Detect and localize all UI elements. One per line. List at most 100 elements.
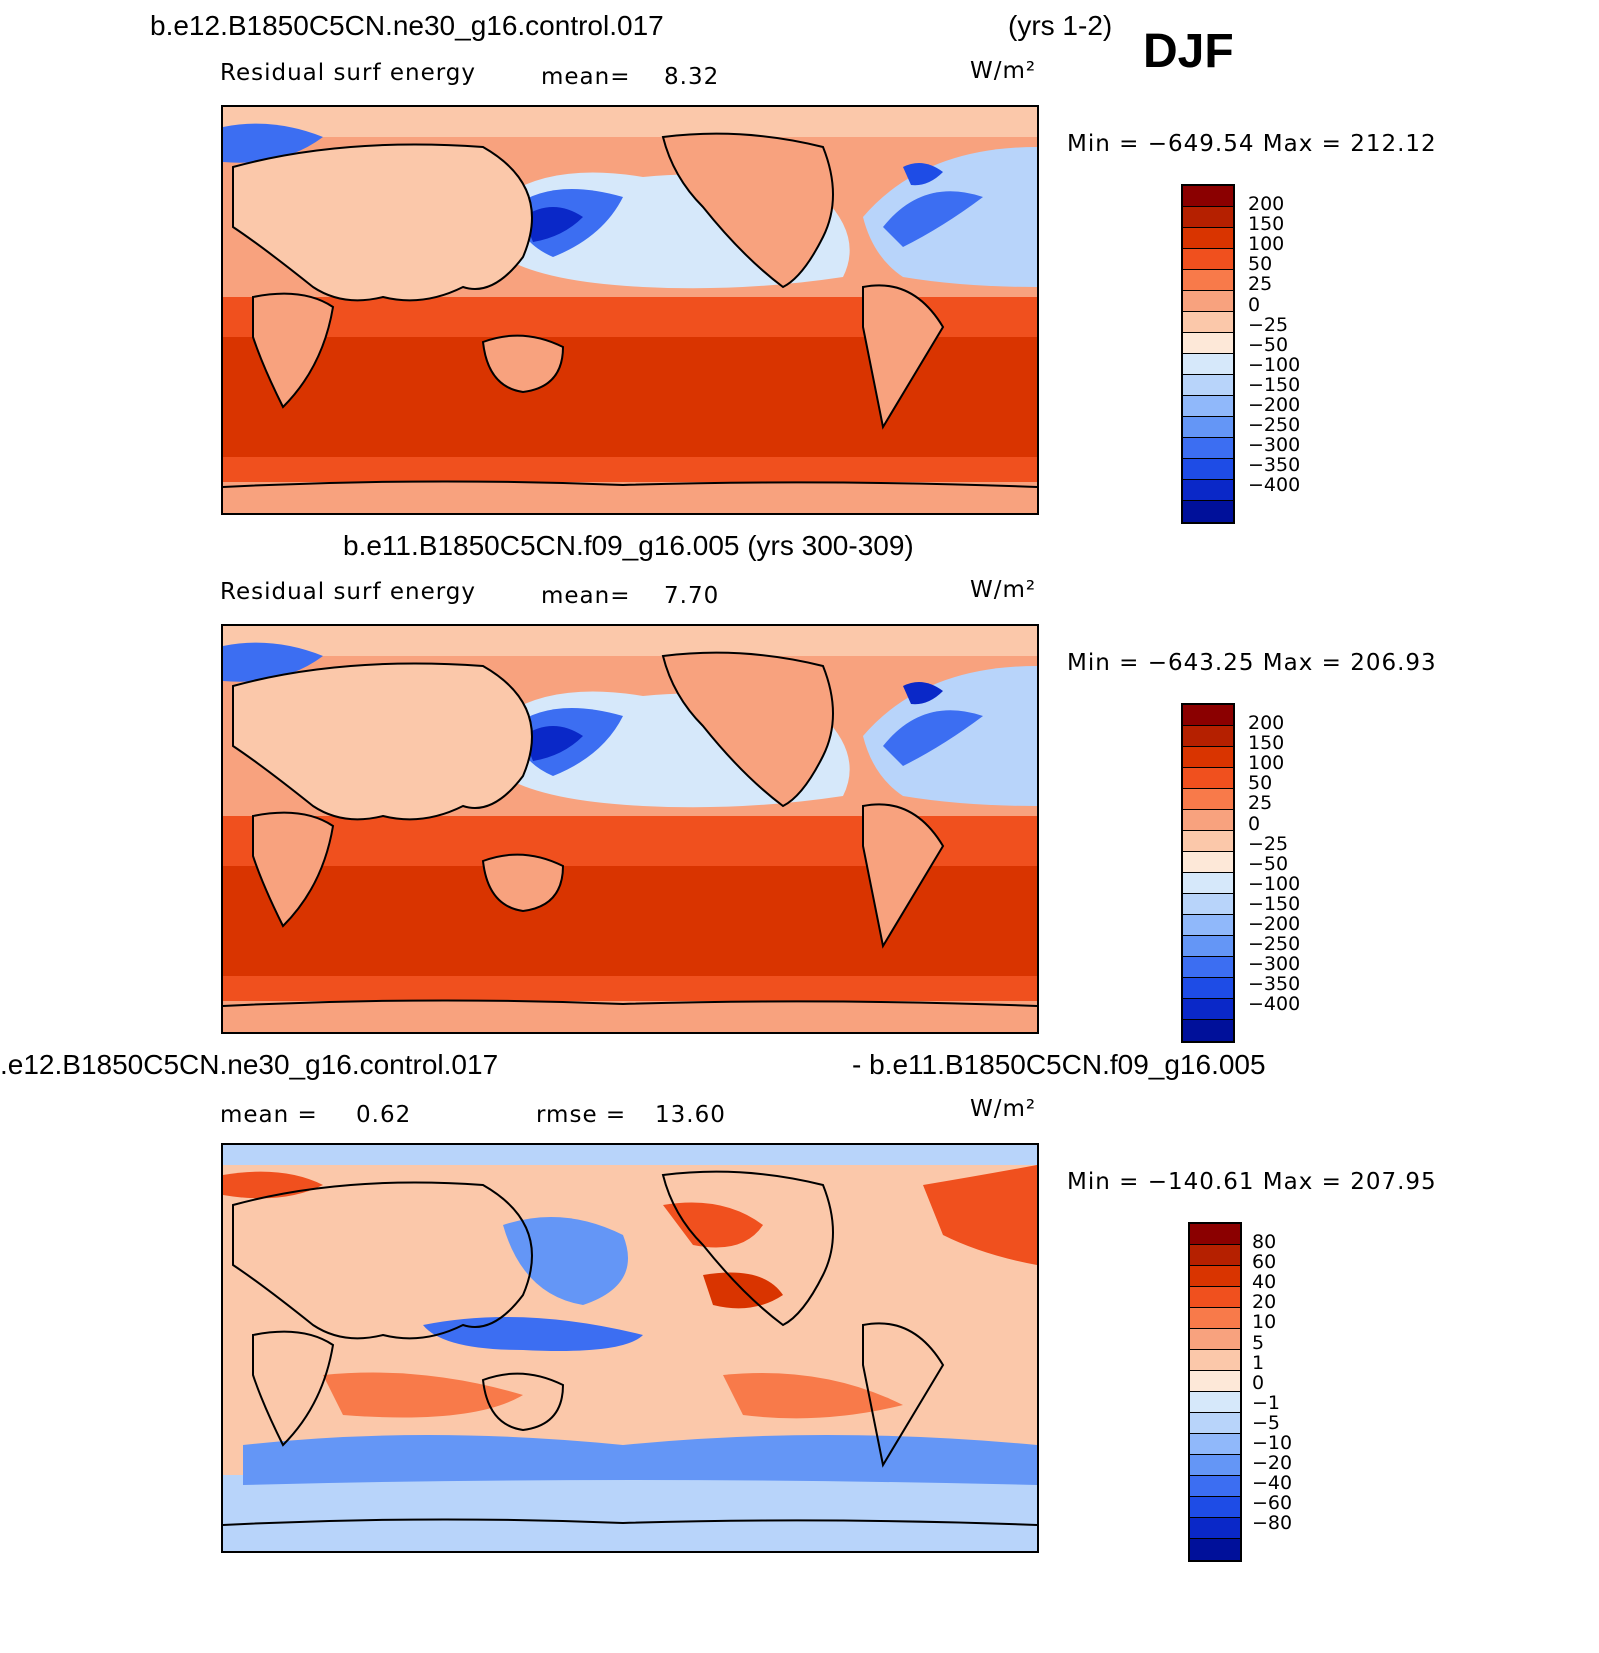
- colorbar-swatch: [1183, 312, 1233, 333]
- panel2-mean-label: mean=: [541, 583, 631, 609]
- colorbar-swatch: [1190, 1476, 1240, 1497]
- colorbar-swatch: [1183, 249, 1233, 270]
- colorbar-label: −20: [1252, 1452, 1293, 1475]
- colorbar-swatch: [1183, 354, 1233, 375]
- colorbar-swatch: [1183, 459, 1233, 480]
- panel1-mean-label: mean=: [541, 64, 631, 90]
- colorbar-swatch: [1190, 1308, 1240, 1329]
- colorbar-label: 0: [1248, 293, 1261, 316]
- colorbar-label: −350: [1248, 454, 1301, 477]
- colorbar-swatch: [1183, 333, 1233, 354]
- colorbar-label: −300: [1248, 434, 1301, 457]
- colorbar-label: −150: [1248, 373, 1301, 396]
- colorbar-label: −300: [1248, 953, 1301, 976]
- colorbar-label: −150: [1248, 892, 1301, 915]
- years-label: (yrs 1-2): [1008, 10, 1113, 41]
- panel3-mean-label: mean =: [220, 1102, 318, 1128]
- colorbar-label: 150: [1248, 213, 1285, 236]
- colorbar-label: −1: [1252, 1391, 1281, 1414]
- colorbar-label: −400: [1248, 993, 1301, 1016]
- colorbar-swatch: [1190, 1329, 1240, 1350]
- colorbar-swatch: [1183, 999, 1233, 1020]
- colorbar-swatch: [1183, 480, 1233, 501]
- colorbar-swatch: [1183, 501, 1233, 522]
- panel2-minmax: Min = −643.25 Max = 206.93: [1067, 650, 1437, 676]
- colorbar-label: 0: [1248, 812, 1261, 835]
- colorbar-label: 200: [1248, 712, 1285, 734]
- colorbar-swatch: [1183, 396, 1233, 417]
- colorbar-label: −250: [1248, 414, 1301, 437]
- colorbar-label: −200: [1248, 394, 1301, 416]
- colorbar-label: 1: [1252, 1351, 1265, 1374]
- colorbar-swatch: [1183, 417, 1233, 438]
- colorbar-swatch: [1183, 705, 1233, 726]
- panel1-map: [221, 105, 1039, 515]
- colorbar-label: 25: [1248, 792, 1273, 815]
- panel1-minmax: Min = −649.54 Max = 212.12: [1067, 131, 1437, 157]
- colorbar-swatch: [1183, 957, 1233, 978]
- colorbar-swatch: [1190, 1224, 1240, 1245]
- colorbar-label: −25: [1248, 313, 1289, 336]
- colorbar-swatch: [1183, 768, 1233, 789]
- colorbar-label: −100: [1248, 353, 1301, 376]
- colorbar-label: −50: [1248, 852, 1289, 875]
- colorbar-swatch: [1183, 438, 1233, 459]
- panel2-units: W/m²: [970, 577, 1037, 603]
- colorbar-swatch: [1183, 810, 1233, 831]
- colorbar-label: 50: [1248, 253, 1273, 276]
- colorbar-swatch: [1183, 915, 1233, 936]
- colorbar-label: 100: [1248, 752, 1285, 775]
- colorbar-swatch: [1190, 1350, 1240, 1371]
- colorbar-label: −100: [1248, 872, 1301, 895]
- panel1-units: W/m²: [970, 58, 1037, 84]
- colorbar-label: 10: [1252, 1311, 1277, 1334]
- colorbar-swatch: [1190, 1434, 1240, 1455]
- colorbar-label: 200: [1248, 193, 1285, 215]
- panel1-variable: Residual surf energy: [220, 60, 477, 86]
- colorbar-swatch: [1183, 228, 1233, 249]
- colorbar-swatch: [1190, 1287, 1240, 1308]
- panel2-variable: Residual surf energy: [220, 579, 477, 605]
- panel3-colorbar: [1188, 1222, 1242, 1562]
- colorbar-swatch: [1183, 831, 1233, 852]
- colorbar-label: 5: [1252, 1331, 1265, 1354]
- panel2-title: b.e11.B1850C5CN.f09_g16.005 (yrs 300-309…: [343, 530, 914, 561]
- panel3-rmse-value: 13.60: [655, 1102, 726, 1128]
- panel2-colorbar: [1181, 703, 1235, 1043]
- panel3-map: [221, 1143, 1039, 1553]
- colorbar-label: −200: [1248, 913, 1301, 935]
- colorbar-label: −350: [1248, 973, 1301, 996]
- colorbar-label: 60: [1252, 1251, 1277, 1274]
- colorbar-swatch: [1183, 726, 1233, 747]
- panel1-colorbar: [1181, 184, 1235, 524]
- colorbar-swatch: [1183, 852, 1233, 873]
- colorbar-swatch: [1190, 1455, 1240, 1476]
- panel2-mean-value: 7.70: [664, 583, 720, 609]
- colorbar-swatch: [1183, 207, 1233, 228]
- colorbar-label: −40: [1252, 1472, 1293, 1495]
- colorbar-swatch: [1183, 270, 1233, 291]
- panel3-title-right: - b.e11.B1850C5CN.f09_g16.005: [852, 1049, 1266, 1080]
- colorbar-swatch: [1183, 291, 1233, 312]
- colorbar-swatch: [1190, 1266, 1240, 1287]
- colorbar-label: 0: [1252, 1371, 1265, 1394]
- colorbar-swatch: [1183, 894, 1233, 915]
- colorbar-swatch: [1183, 375, 1233, 396]
- panel1-mean-value: 8.32: [664, 64, 720, 90]
- colorbar-swatch: [1190, 1518, 1240, 1539]
- colorbar-swatch: [1183, 978, 1233, 999]
- case-title: b.e12.B1850C5CN.ne30_g16.control.017: [150, 10, 664, 41]
- colorbar-swatch: [1190, 1413, 1240, 1434]
- panel3-mean-value: 0.62: [356, 1102, 412, 1128]
- colorbar-swatch: [1183, 873, 1233, 894]
- colorbar-swatch: [1190, 1392, 1240, 1413]
- colorbar-label: 20: [1252, 1291, 1277, 1314]
- colorbar-swatch: [1190, 1539, 1240, 1560]
- colorbar-label: −5: [1252, 1411, 1281, 1434]
- colorbar-label: −80: [1252, 1512, 1293, 1535]
- colorbar-label: 40: [1252, 1271, 1277, 1294]
- colorbar-swatch: [1183, 186, 1233, 207]
- season-label: DJF: [1143, 25, 1234, 78]
- colorbar-label: 25: [1248, 273, 1273, 296]
- colorbar-label: 50: [1248, 772, 1273, 795]
